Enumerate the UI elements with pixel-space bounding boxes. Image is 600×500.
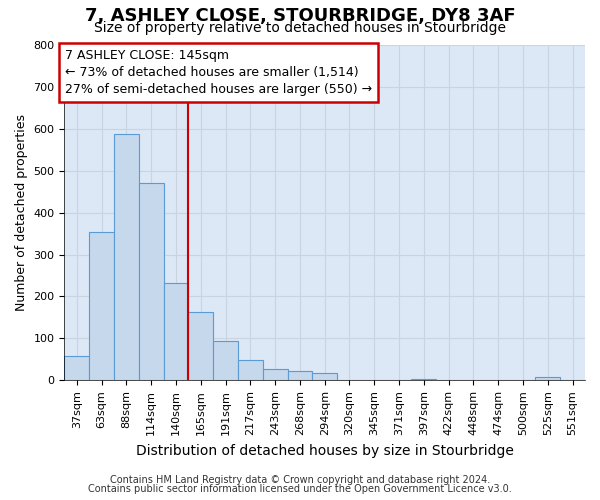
Bar — [213, 340, 238, 380]
X-axis label: Distribution of detached houses by size in Stourbridge: Distribution of detached houses by size … — [136, 444, 514, 458]
Bar — [64, 356, 89, 380]
Bar — [164, 283, 188, 380]
Text: 7, ASHLEY CLOSE, STOURBRIDGE, DY8 3AF: 7, ASHLEY CLOSE, STOURBRIDGE, DY8 3AF — [85, 8, 515, 26]
Y-axis label: Number of detached properties: Number of detached properties — [15, 114, 28, 311]
Bar — [139, 184, 164, 380]
Bar — [114, 134, 139, 380]
Bar — [263, 370, 287, 380]
Bar — [313, 373, 337, 380]
Bar — [188, 312, 213, 380]
Text: 7 ASHLEY CLOSE: 145sqm
← 73% of detached houses are smaller (1,514)
27% of semi-: 7 ASHLEY CLOSE: 145sqm ← 73% of detached… — [65, 49, 372, 96]
Bar — [287, 371, 313, 380]
Text: Contains HM Land Registry data © Crown copyright and database right 2024.: Contains HM Land Registry data © Crown c… — [110, 475, 490, 485]
Bar — [238, 360, 263, 380]
Bar — [412, 379, 436, 380]
Text: Contains public sector information licensed under the Open Government Licence v3: Contains public sector information licen… — [88, 484, 512, 494]
Bar — [535, 377, 560, 380]
Text: Size of property relative to detached houses in Stourbridge: Size of property relative to detached ho… — [94, 21, 506, 35]
Bar — [89, 232, 114, 380]
